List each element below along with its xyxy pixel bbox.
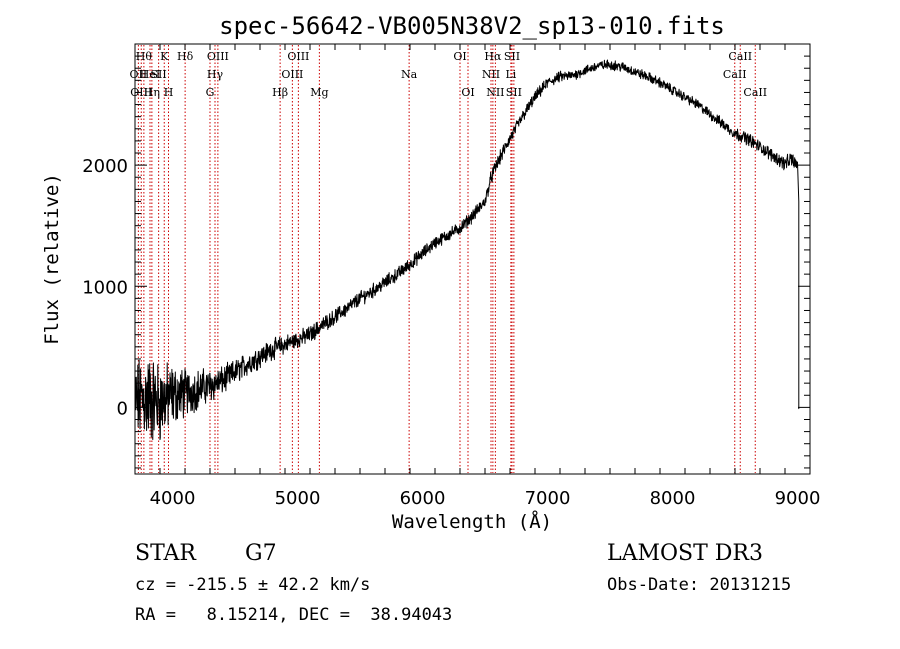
marker-label-19: NII xyxy=(482,68,500,81)
chart-title: spec-56642-VB005N38V2_sp13-010.fits xyxy=(219,12,725,40)
y-tick-label-1000: 1000 xyxy=(82,277,128,298)
object-subclass: G7 xyxy=(245,541,277,566)
line-marker-labels: OII OIII Hθ HeI Hη SII K H Hδ G Hγ OIII Hβ OIII OIII Mg… xyxy=(130,50,768,99)
x-axis-label: Wavelength (Å) xyxy=(392,510,552,533)
marker-label-4: Hη xyxy=(144,86,160,99)
marker-label-21: NII xyxy=(486,86,504,99)
marker-label-15: Mg xyxy=(310,86,328,99)
y-axis-label: Flux (relative) xyxy=(41,173,63,345)
x-tick-label-9000: 9000 xyxy=(775,488,821,509)
marker-label-3: HeI xyxy=(140,68,160,81)
marker-label-2: Hθ xyxy=(136,50,153,63)
x-tick-label-7000: 7000 xyxy=(525,488,571,509)
x-axis: 4000 5000 6000 7000 8000 9000 xyxy=(134,44,821,509)
marker-label-6: K xyxy=(160,50,169,63)
y-axis: 0 1000 2000 xyxy=(82,43,810,469)
y-tick-label-0: 0 xyxy=(117,398,128,419)
marker-label-10: Hγ xyxy=(207,68,224,81)
marker-label-22: Li xyxy=(505,68,516,81)
marker-label-5: SII xyxy=(151,68,167,81)
marker-label-11: OIII xyxy=(207,50,229,63)
marker-label-14: OIII xyxy=(287,50,309,63)
marker-label-12: Hβ xyxy=(272,86,288,99)
marker-label-9: G xyxy=(206,86,215,99)
marker-label-16: Na xyxy=(401,68,418,81)
survey-name: LAMOST DR3 xyxy=(607,541,763,566)
x-tick-label-4000: 4000 xyxy=(150,488,196,509)
x-tick-label-6000: 6000 xyxy=(400,488,446,509)
marker-label-27: CaII xyxy=(743,86,767,99)
marker-label-23: SII xyxy=(504,50,520,63)
spectrum-line xyxy=(134,59,800,441)
marker-label-17: OI xyxy=(453,50,466,63)
observation-date: Obs-Date: 20131215 xyxy=(607,575,791,595)
plot-frame xyxy=(134,43,811,475)
marker-label-20: Hα xyxy=(484,50,502,63)
x-tick-label-8000: 8000 xyxy=(650,488,696,509)
marker-label-1: OIII xyxy=(130,86,152,99)
marker-label-26: CaII xyxy=(728,50,752,63)
marker-label-13: OIII xyxy=(281,68,303,81)
marker-label-8: Hδ xyxy=(177,50,194,63)
marker-label-0: OII xyxy=(130,68,148,81)
y-tick-label-2000: 2000 xyxy=(82,156,128,177)
x-tick-label-5000: 5000 xyxy=(275,488,321,509)
object-class: STAR xyxy=(135,541,197,566)
redshift-velocity: cz = -215.5 ± 42.2 km/s xyxy=(135,575,370,595)
marker-label-25: CaII xyxy=(723,68,747,81)
sky-coordinates: RA = 8.15214, DEC = 38.94043 xyxy=(135,605,452,625)
marker-label-18: OI xyxy=(461,86,474,99)
line-markers xyxy=(137,45,756,473)
marker-label-24: SII xyxy=(506,86,522,99)
marker-label-7: H xyxy=(164,86,174,99)
